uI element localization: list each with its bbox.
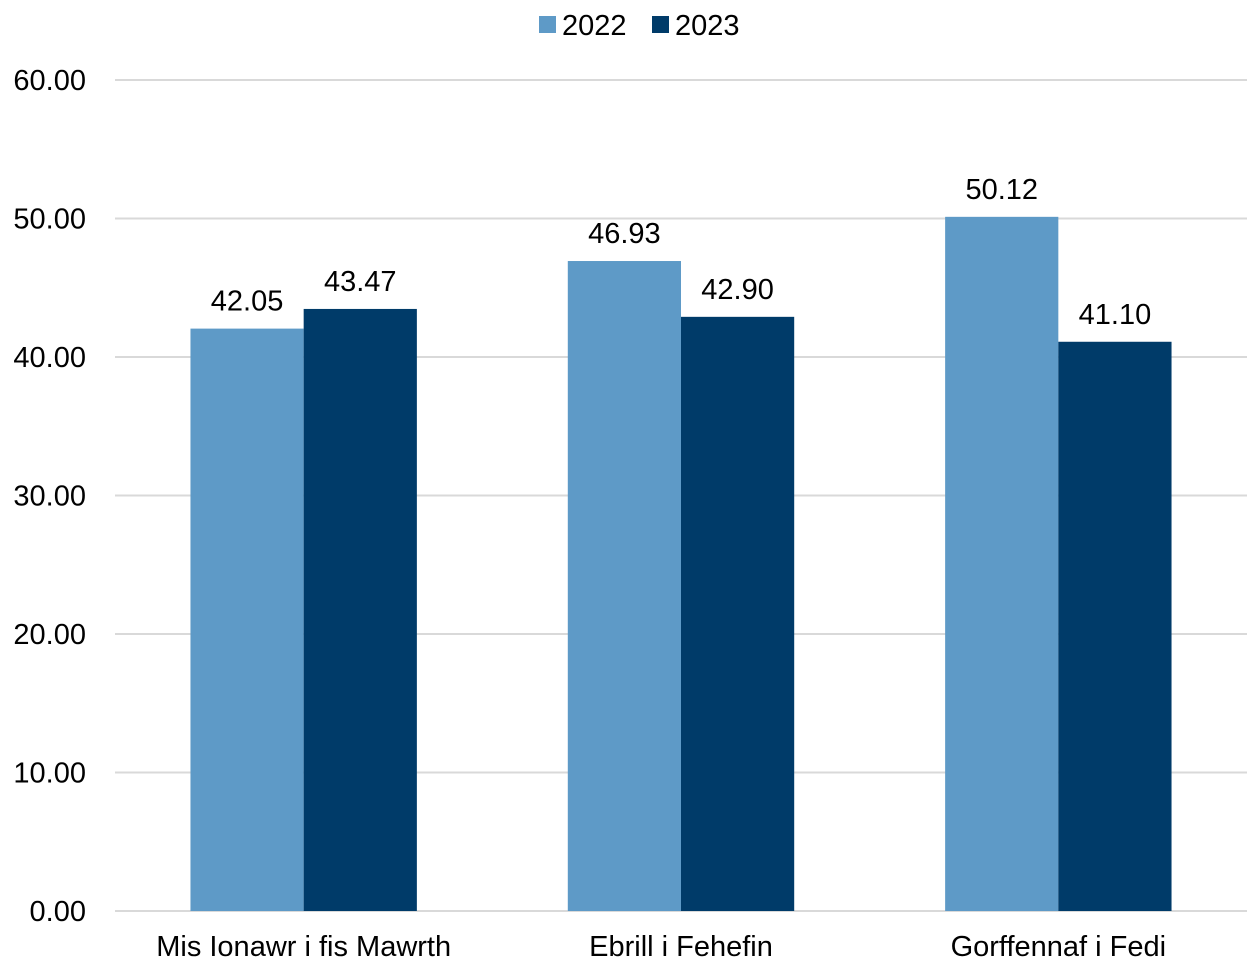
x-category-label: Mis Ionawr i fis Mawrth	[156, 931, 451, 960]
y-axis: 0.00 10.00 20.00 30.00 40.00 50.00 60.00	[13, 65, 86, 928]
data-labels: 42.05 43.47 46.93 42.90 50.12 41.10	[211, 174, 1151, 331]
legend-swatch-2023	[652, 16, 669, 33]
x-category-label: Gorffennaf i Fedi	[951, 931, 1166, 960]
y-tick-label: 50.00	[13, 204, 86, 236]
bar-2022-2	[945, 216, 1059, 911]
bars	[190, 216, 1172, 912]
x-axis: Mis Ionawr i fis Mawrth Ebrill i Fehefin G…	[156, 931, 1166, 960]
bar-2023-1	[681, 316, 795, 912]
bar-2022-0	[190, 328, 304, 911]
bar-2022-1	[567, 261, 681, 911]
y-tick-label: 0.00	[30, 896, 86, 928]
data-label: 41.10	[1079, 299, 1152, 331]
y-tick-label: 30.00	[13, 481, 86, 513]
bar-2023-0	[303, 308, 417, 911]
legend-label: 2023	[675, 10, 740, 42]
y-tick-label: 40.00	[13, 342, 86, 374]
y-tick-label: 10.00	[13, 758, 86, 790]
data-label: 42.90	[701, 274, 774, 306]
data-label: 46.93	[588, 218, 661, 250]
chart-legend: 2022 2023	[539, 10, 740, 42]
bar-2023-2	[1058, 341, 1172, 911]
data-label: 50.12	[965, 174, 1038, 206]
data-label: 42.05	[211, 286, 284, 318]
legend-label: 2022	[562, 10, 627, 42]
data-label: 43.47	[324, 266, 397, 298]
y-tick-label: 20.00	[13, 619, 86, 651]
x-category-label: Ebrill i Fehefin	[589, 931, 773, 960]
legend-swatch-2022	[539, 16, 556, 33]
y-tick-label: 60.00	[13, 65, 86, 97]
